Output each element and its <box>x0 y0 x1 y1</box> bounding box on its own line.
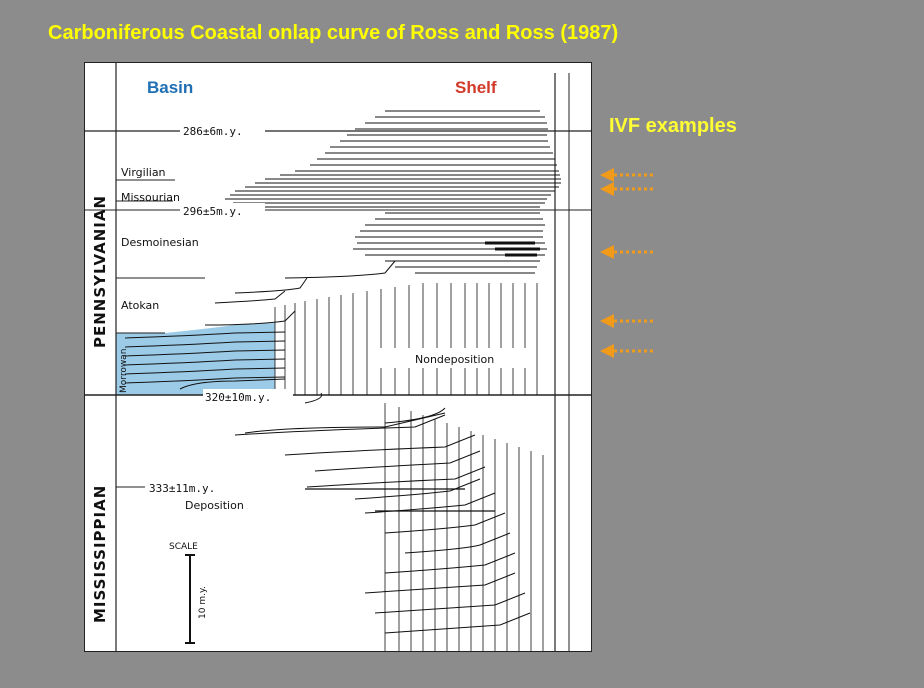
stage-desmoinesian: Desmoinesian <box>121 236 199 249</box>
cycle-curve <box>384 552 516 574</box>
cycle-curve <box>306 466 486 488</box>
cycle-curve <box>124 331 286 339</box>
basin-label: Basin <box>147 78 193 97</box>
stage-morrowan: Morrowan <box>119 349 129 393</box>
cycle-curve <box>204 310 296 326</box>
ivf-arrow <box>600 314 656 328</box>
cycle-curve <box>179 378 286 390</box>
cycle-curve <box>364 572 516 594</box>
ivf-arrow <box>600 168 656 182</box>
period-pennsylvanian: PENNSYLVANIAN <box>91 195 109 348</box>
cycle-curve <box>124 349 286 357</box>
scale-value: 10 m.y. <box>198 586 208 619</box>
ivf-examples-label: IVF examples <box>609 115 737 137</box>
nondeposition-label: Nondeposition <box>415 353 494 366</box>
onlap-cycles <box>124 110 561 434</box>
cycle-curve <box>364 492 496 514</box>
stage-virgilian: Virgilian <box>121 166 166 179</box>
shelf-label: Shelf <box>455 78 497 97</box>
age-333: 333±11m.y. <box>149 482 215 495</box>
period-mississippian: MISSISSIPPIAN <box>91 485 109 623</box>
morrowan-basin-fill <box>116 323 275 395</box>
mississippian-cycles <box>234 414 531 634</box>
deposition-label: Deposition <box>185 499 244 512</box>
hiatus-lines <box>274 283 544 651</box>
cycle-curve <box>354 478 481 500</box>
cycle-curve <box>244 412 446 434</box>
cycle-curve <box>284 260 396 279</box>
cycle-curve <box>234 277 308 294</box>
cycle-curve <box>314 450 481 472</box>
stage-atokan: Atokan <box>121 299 159 312</box>
cycle-curve <box>284 434 476 456</box>
age-320: 320±10m.y. <box>205 391 271 404</box>
cycle-curve <box>124 376 286 384</box>
scale-label: SCALE <box>169 542 198 552</box>
cycle-curve <box>234 414 446 436</box>
cycle-curve <box>214 290 286 304</box>
cycle-curve <box>384 407 446 424</box>
cycle-curve <box>124 340 286 348</box>
stage-missourian: Missourian <box>121 191 180 204</box>
onlap-figure: Basin Shelf 286±6m.y. 296±5m.y. 320±10m.… <box>84 62 592 652</box>
cycle-curve <box>124 367 286 375</box>
age-296: 296±5m.y. <box>183 205 243 218</box>
ivf-arrow <box>600 182 656 196</box>
cycle-curve <box>384 512 506 534</box>
cycle-curve <box>404 532 511 554</box>
cycle-curve <box>304 392 323 404</box>
cycle-curve <box>384 612 531 634</box>
onlap-curve-svg: Basin Shelf 286±6m.y. 296±5m.y. 320±10m.… <box>85 63 591 651</box>
age-286: 286±6m.y. <box>183 125 243 138</box>
cycle-curve <box>124 358 286 366</box>
ivf-arrow <box>600 344 656 358</box>
cycle-curve <box>374 592 526 614</box>
slide-title: Carboniferous Coastal onlap curve of Ros… <box>48 22 619 44</box>
ivf-arrow <box>600 245 656 259</box>
